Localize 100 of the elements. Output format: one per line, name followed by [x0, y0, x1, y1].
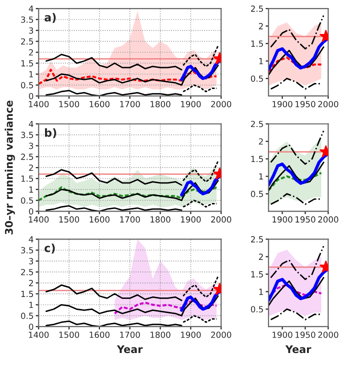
y-tick-label: 1: [259, 173, 263, 180]
line-series: [268, 276, 324, 306]
x-tick-label: 1600: [90, 100, 110, 108]
x-tick-label: 1900: [181, 216, 201, 223]
y-tick-label: 2: [29, 49, 33, 56]
y-tick-label: 3: [29, 258, 34, 264]
y-tick-label: 0.5: [250, 190, 263, 198]
x-tick-label: 1900: [272, 216, 292, 223]
y-tick-label: 1.5: [251, 156, 263, 162]
y-tick-label: 2.5: [251, 120, 263, 128]
y-tick-label: 4: [28, 6, 34, 12]
x-tick-label: 1700: [120, 216, 140, 223]
x-tick-label: 1950: [296, 100, 316, 108]
y-tick-label: 1: [29, 186, 33, 193]
y-tick-label: 0: [28, 208, 34, 215]
y-tick-label: 2.5: [251, 6, 263, 12]
y-tick-label: 2: [258, 254, 263, 260]
x-tick-label: 1400: [28, 100, 49, 108]
line-series: [46, 180, 219, 202]
y-tick-label: 1: [29, 302, 33, 308]
y-tick-label: 1: [29, 71, 33, 78]
y-tick-label: 1: [259, 58, 263, 64]
y-tick-label: 2: [29, 164, 33, 171]
x-tick-label: 1600: [90, 216, 110, 223]
y-tick-label: 2: [29, 280, 33, 286]
y-tick-label: 2: [258, 138, 263, 145]
y-axis-title: 30–yr running variance: [4, 100, 15, 234]
line-series: [46, 295, 219, 316]
line-series: [46, 169, 182, 186]
x-tick-label: 1400: [28, 332, 49, 338]
annotation: b): [45, 128, 56, 138]
x-tick-label: 2000: [318, 332, 338, 338]
x-tick-label: 2000: [211, 332, 232, 338]
line-series: [270, 308, 322, 320]
y-tick-label: 1.5: [251, 40, 263, 47]
line-series: [46, 54, 182, 70]
x-tick-label: 1600: [90, 332, 110, 338]
y-tick-label: 4: [28, 120, 34, 128]
line-series: [268, 56, 322, 72]
x-tick-label: 1800: [150, 216, 170, 223]
line-series: [182, 200, 218, 208]
x-tick-label: 1900: [272, 332, 292, 338]
line-series: [270, 78, 322, 90]
line-series: [38, 186, 218, 202]
x-tick-label: 1900: [181, 100, 201, 108]
y-tick-label: 0.5: [21, 82, 34, 88]
line-series: [270, 193, 322, 205]
x-tick-label: 1400: [28, 216, 49, 223]
line-series: [46, 284, 182, 302]
x-tick-label: 1500: [59, 216, 80, 223]
x-tick-label: 2000: [211, 216, 232, 223]
y-tick-label: 2.5: [21, 38, 34, 45]
x-tick-label: 1900: [272, 100, 292, 108]
y-tick-label: 2: [258, 23, 263, 30]
y-tick-label: 1.5: [21, 176, 34, 182]
y-tick-label: 4: [28, 236, 34, 242]
line-series: [114, 299, 218, 314]
x-tick-label: 1800: [150, 100, 170, 108]
line-series: [268, 284, 322, 298]
y-tick-label: 3: [29, 27, 34, 34]
line-series: [182, 314, 218, 323]
x-tick-label: 1800: [150, 332, 170, 338]
y-tick-label: 1.5: [21, 290, 34, 298]
y-tick-label: 3: [29, 142, 34, 150]
y-tick-label: 2.5: [251, 236, 263, 242]
y-tick-label: 2.5: [21, 154, 34, 160]
y-tick-label: 1.5: [21, 60, 34, 66]
x-axis-title: Year: [285, 345, 312, 354]
y-tick-label: 0.5: [250, 75, 263, 82]
x-tick-label: 1700: [120, 100, 140, 108]
x-axis-title: Year: [116, 345, 143, 354]
line-series: [270, 245, 324, 280]
y-tick-label: 3.5: [21, 247, 34, 254]
y-tick-label: 3.5: [21, 16, 34, 23]
y-tick-label: 0: [28, 92, 34, 100]
y-tick-label: 0.5: [21, 197, 34, 204]
annotation: c): [44, 244, 55, 254]
x-tick-label: 2000: [318, 100, 338, 108]
line-series: [38, 68, 218, 85]
line-series: [182, 84, 218, 92]
x-tick-label: 1900: [181, 332, 201, 338]
y-tick-label: 1: [259, 288, 263, 295]
x-tick-label: 1700: [120, 332, 140, 338]
x-tick-label: 1500: [59, 100, 80, 108]
annotation: a): [44, 12, 56, 23]
x-tick-label: 1500: [59, 332, 80, 338]
x-tick-label: 1950: [296, 216, 316, 223]
line-series: [268, 46, 324, 76]
y-tick-label: 0.5: [250, 306, 263, 312]
y-tick-label: 0: [28, 324, 34, 330]
line-series: [270, 14, 324, 50]
x-tick-label: 1950: [296, 332, 316, 338]
y-tick-label: 2.5: [21, 268, 34, 276]
line-series: [268, 162, 324, 192]
line-series: [270, 130, 324, 165]
x-tick-label: 2000: [211, 100, 232, 108]
y-tick-label: 0.5: [21, 312, 34, 319]
line-series: [268, 172, 322, 192]
y-tick-label: 3.5: [21, 132, 34, 138]
x-tick-label: 2000: [318, 216, 338, 223]
